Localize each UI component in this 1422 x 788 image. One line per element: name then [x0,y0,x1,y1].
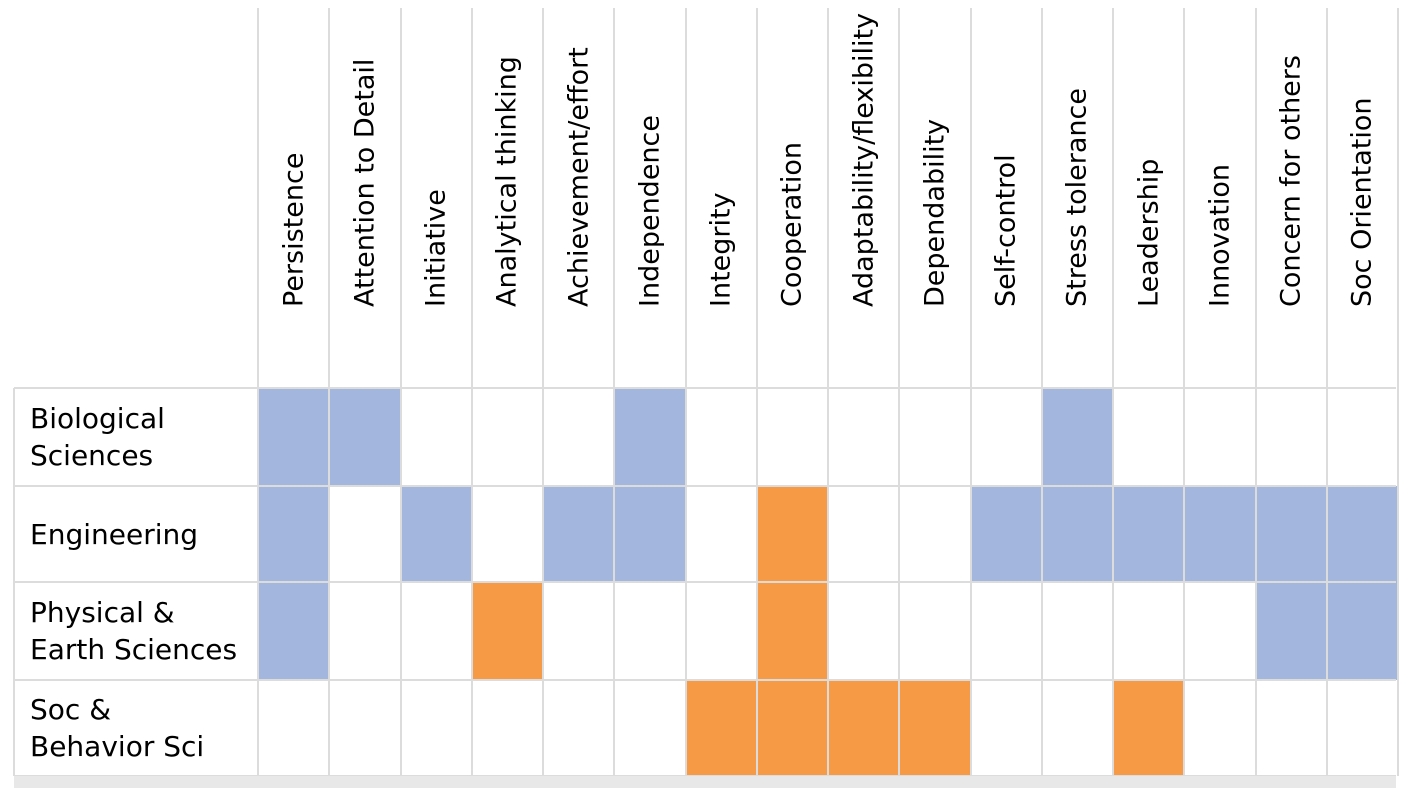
row-label: Biological Sciences [30,402,165,472]
heatmap-cell [1326,486,1398,582]
grid-line-vertical [1112,8,1114,776]
heatmap-cell [329,388,401,486]
heatmap-cell [756,680,828,776]
grid-line-vertical [827,8,829,776]
column-header-label: Adaptability/flexibility [848,12,880,307]
column-header-label: Initiative [420,189,452,307]
grid-line-vertical [399,8,402,776]
column-header-label: Stress tolerance [1061,88,1093,307]
grid-line-vertical [898,8,901,776]
heatmap-cell [899,680,971,776]
bottom-scrollbar-track [14,776,1396,788]
heatmap-cell [1113,680,1185,776]
heatmap-cell [756,582,828,680]
column-header: Leadership [1113,8,1184,388]
heatmap-cell [756,486,828,582]
column-header: Analytical thinking [472,8,543,388]
column-header: Integrity [686,8,757,388]
grid-line-vertical [1040,8,1043,776]
heatmap-cell [1041,388,1113,486]
grid-line-horizontal [14,387,1396,389]
grid-line-vertical [1254,8,1257,776]
column-header-label: Dependability [919,118,951,307]
grid-line-vertical [1325,8,1328,776]
grid-line-vertical [542,8,544,776]
column-header: Self-control [971,8,1042,388]
grid-line-vertical [755,8,758,776]
heatmap-cell [1326,582,1398,680]
heatmap-cell [258,486,330,582]
grid-line-vertical [969,8,972,776]
grid-line-vertical [328,8,331,776]
heatmap-cell [258,582,330,680]
column-header-label: Leadership [1133,158,1165,307]
column-header: Cooperation [757,8,828,388]
column-header-label: Cooperation [776,141,808,307]
column-header-label: Attention to Detail [349,58,381,307]
heatmap-cell [1255,486,1327,582]
heatmap-cell [1184,486,1256,582]
heatmap-cell [1041,486,1113,582]
grid-line-vertical [1397,8,1399,776]
heatmap-cell [1255,582,1327,680]
column-header: Concern for others [1256,8,1327,388]
column-header: Soc Orientation [1327,8,1398,388]
grid-line-vertical [613,8,616,776]
column-header-label: Integrity [705,192,737,307]
column-header: Initiative [401,8,472,388]
grid-line-vertical [257,8,259,776]
row-label: Physical & Earth Sciences [30,596,238,666]
heatmap-cell [543,486,615,582]
grid-line-vertical [470,8,473,776]
grid-line-vertical [684,8,687,776]
grid-line-vertical [1183,8,1186,776]
heatmap-cell [828,680,900,776]
grid-line-horizontal [14,679,1396,681]
column-header-label: Analytical thinking [491,56,523,307]
column-header-label: Independence [634,114,666,307]
heatmap-cell [685,680,757,776]
column-header: Dependability [899,8,970,388]
column-header: Innovation [1184,8,1255,388]
heatmap-cell [614,388,686,486]
column-header-label: Persistence [278,152,310,307]
column-header-label: Innovation [1204,164,1236,307]
column-header: Stress tolerance [1042,8,1113,388]
column-header: Attention to Detail [329,8,400,388]
column-header-label: Concern for others [1275,55,1307,307]
column-header: Achievement/effort [543,8,614,388]
heatmap-cell [258,388,330,486]
column-header: Independence [614,8,685,388]
heatmap-cell [614,486,686,582]
heatmap-cell [471,582,543,680]
grid-line-horizontal [14,581,1396,583]
column-header-label: Soc Orientation [1346,97,1378,307]
column-header: Adaptability/flexibility [828,8,899,388]
column-header-label: Self-control [990,154,1022,307]
heatmap-cell [1113,486,1185,582]
heatmap-cell [970,486,1042,582]
column-header-label: Achievement/effort [563,47,595,307]
heatmap-cell [400,486,472,582]
row-label: Soc & Behavior Sci [30,693,205,763]
grid-line-horizontal [14,485,1396,487]
row-label: Engineering [30,517,198,551]
column-header: Persistence [258,8,329,388]
